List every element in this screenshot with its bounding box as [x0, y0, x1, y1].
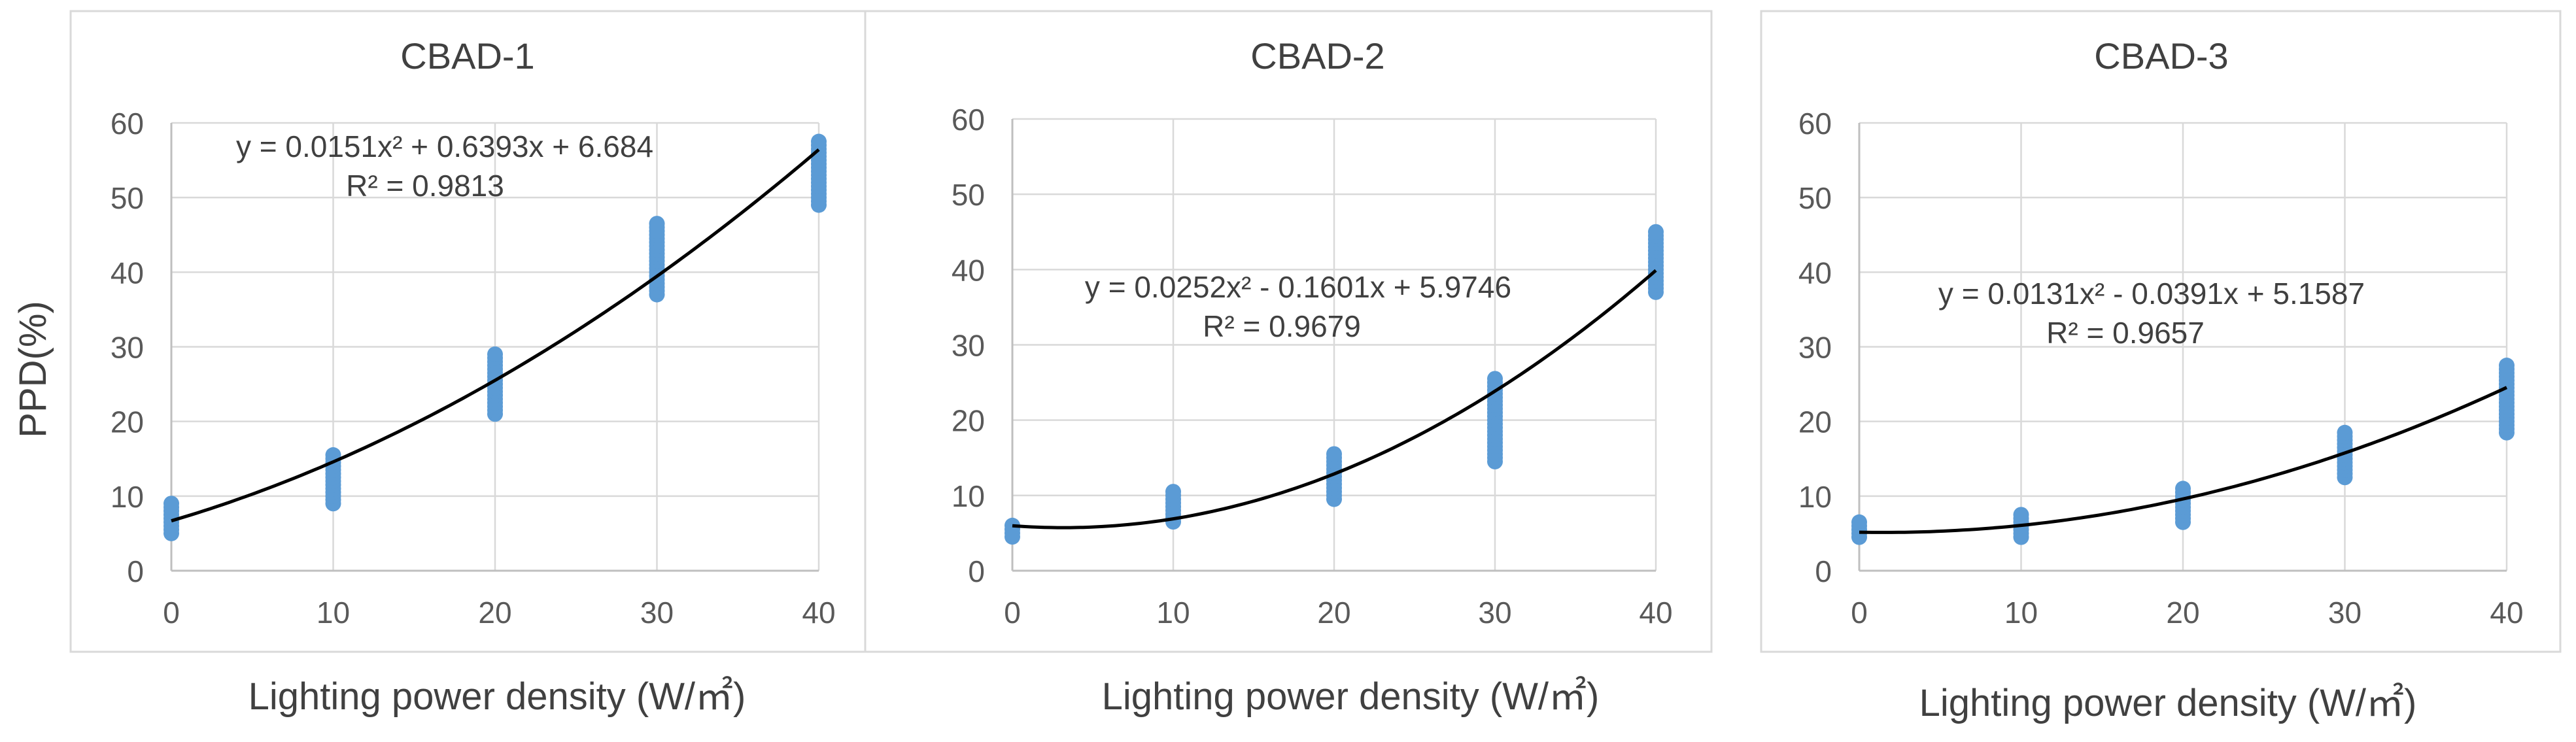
y-tick-label: 60 [1798, 107, 1832, 141]
y-tick-label: 40 [111, 256, 144, 290]
x-axis-label: Lighting power density (W/㎡) [1102, 675, 1600, 718]
x-tick-label: 40 [1639, 596, 1672, 630]
x-tick-label: 20 [2166, 596, 2199, 630]
trendline-equation: y = 0.0252x² - 0.1601x + 5.9746 [1085, 270, 1511, 304]
data-point [2013, 507, 2029, 523]
trendline-equation: y = 0.0151x² + 0.6393x + 6.684 [236, 129, 653, 163]
y-tick-label: 0 [968, 554, 985, 588]
data-points [1851, 358, 2515, 545]
x-tick-label: 30 [2328, 596, 2361, 630]
y-tick-label: 50 [111, 181, 144, 215]
data-point [1487, 371, 1503, 387]
axes: 0 10 20 30 40 50 60 0 10 20 30 40 [111, 107, 836, 630]
chart-panel-cbad-2: CBAD-2 0 10 20 30 40 50 60 0 10 20 30 40 y = 0.0252… [864, 10, 1713, 718]
chart-title: CBAD-3 [2094, 35, 2228, 76]
data-point [2175, 481, 2191, 497]
trendline [171, 148, 820, 523]
data-point [649, 216, 665, 232]
y-tick-label: 30 [111, 331, 144, 365]
y-tick-label: 0 [127, 554, 144, 588]
x-tick-label: 30 [1478, 596, 1511, 630]
r-squared: R² = 0.9657 [2046, 316, 2205, 350]
chart-frame [1760, 10, 2562, 653]
x-tick-label: 40 [2490, 596, 2523, 630]
x-tick-label: 10 [1156, 596, 1190, 630]
y-tick-label: 20 [111, 405, 144, 439]
y-tick-label: 40 [1798, 256, 1832, 290]
x-axis-label: Lighting power density (W/㎡) [1919, 682, 2417, 724]
data-point [2337, 424, 2353, 441]
x-tick-label: 0 [1851, 596, 1868, 630]
x-tick-label: 10 [317, 596, 350, 630]
data-point [811, 133, 827, 150]
x-axis-label: Lighting power density (W/㎡) [249, 675, 746, 718]
y-axis-label: PPD(%) [12, 301, 54, 437]
axes: 0 10 20 30 40 50 60 0 10 20 30 40 [952, 103, 1673, 630]
x-tick-label: 0 [1004, 596, 1021, 630]
data-point [163, 496, 179, 512]
data-point [1165, 484, 1181, 500]
r-squared: R² = 0.9679 [1203, 309, 1361, 343]
data-points [1005, 224, 1664, 545]
x-tick-label: 10 [2004, 596, 2038, 630]
gridlines [171, 122, 820, 571]
chart-title: CBAD-1 [400, 35, 534, 76]
x-tick-label: 40 [802, 596, 835, 630]
x-tick-label: 30 [640, 596, 674, 630]
x-tick-label: 20 [1317, 596, 1350, 630]
y-tick-label: 60 [952, 103, 985, 137]
gridlines [1859, 122, 2508, 571]
equation-text: y = 0.0151x² + 0.6393x + 6.684 [236, 129, 653, 163]
equation-text: y = 0.0252x² - 0.1601x + 5.9746 [1085, 270, 1511, 304]
y-tick-label: 10 [1798, 480, 1832, 514]
chart-frame [864, 10, 1713, 653]
y-tick-label: 30 [952, 329, 985, 363]
r-squared: R² = 0.9813 [346, 169, 504, 203]
chart-frame [69, 10, 867, 653]
y-tick-label: 60 [111, 107, 144, 141]
y-tick-label: 20 [952, 404, 985, 438]
y-tick-label: 10 [952, 479, 985, 513]
chart-panel-cbad-1: CBAD-1 0 10 20 30 40 50 60 0 10 20 30 40 y = 0.0151… [69, 10, 867, 718]
y-tick-label: 30 [1798, 331, 1832, 365]
data-point [487, 346, 503, 362]
y-tick-label: 50 [952, 178, 985, 212]
x-tick-label: 20 [478, 596, 511, 630]
y-tick-label: 50 [1798, 181, 1832, 215]
data-point [2499, 358, 2515, 374]
y-tick-label: 20 [1798, 405, 1832, 439]
data-point [1005, 517, 1020, 533]
data-point [1648, 224, 1664, 240]
data-point [1326, 446, 1342, 462]
y-tick-label: 10 [111, 480, 144, 514]
y-tick-label: 0 [1815, 554, 1832, 588]
y-tick-label: 40 [952, 253, 985, 287]
equation-text: y = 0.0131x² - 0.0391x + 5.1587 [1938, 277, 2365, 311]
trendline [1012, 269, 1657, 530]
chart-panel-cbad-3: CBAD-3 0 10 20 30 40 50 60 0 10 20 30 40 y = 0.0131… [1760, 10, 2562, 724]
x-tick-label: 0 [163, 596, 180, 630]
chart-title: CBAD-2 [1250, 35, 1384, 76]
trendline-equation: y = 0.0131x² - 0.0391x + 5.1587 [1938, 277, 2365, 311]
data-point [1851, 514, 1867, 530]
trendline [1859, 386, 2508, 534]
axes: 0 10 20 30 40 50 60 0 10 20 30 40 [1798, 107, 2524, 630]
